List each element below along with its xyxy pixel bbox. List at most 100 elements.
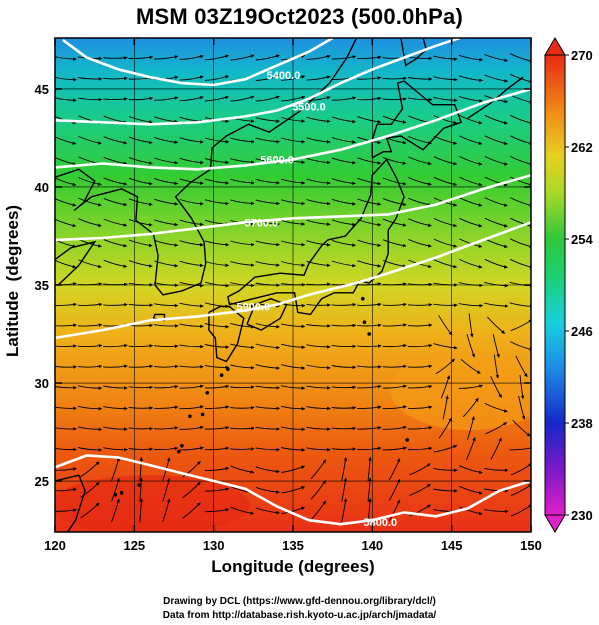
streamline-arrow bbox=[493, 354, 500, 379]
streamline-arrow bbox=[331, 239, 356, 247]
streamline-arrow bbox=[103, 197, 128, 207]
streamline-arrow bbox=[462, 397, 479, 418]
contour-label: 5400.0 bbox=[267, 70, 301, 82]
streamline-arrow bbox=[438, 315, 453, 336]
streamline-arrow bbox=[518, 395, 526, 420]
streamline-arrow bbox=[255, 95, 280, 102]
x-tick-label: 130 bbox=[203, 538, 225, 553]
streamline-arrow bbox=[440, 375, 451, 399]
coastline bbox=[55, 38, 358, 296]
height-contours: 5400.0 5500.0 5600.0 5700.0 5900.0 5800.0 bbox=[55, 38, 531, 529]
x-tick-label: 125 bbox=[123, 538, 145, 553]
streamline-arrow bbox=[484, 176, 508, 187]
streamline-arrow bbox=[407, 77, 433, 81]
streamline-arrow bbox=[55, 76, 77, 82]
streamline-arrow bbox=[310, 459, 327, 480]
streamline-arrow bbox=[204, 508, 230, 513]
streamline-arrow bbox=[128, 406, 154, 410]
streamline-arrow bbox=[306, 406, 331, 411]
streamline-arrow bbox=[331, 219, 356, 227]
streamline-arrow bbox=[230, 426, 255, 431]
streamline-arrow bbox=[154, 426, 179, 430]
streamline-arrow bbox=[255, 240, 280, 247]
island bbox=[367, 332, 372, 336]
streamline-arrow bbox=[519, 374, 525, 400]
island bbox=[113, 493, 118, 497]
streamline-arrow bbox=[103, 76, 128, 81]
streamline-arrow bbox=[55, 508, 77, 513]
streamline-arrow bbox=[407, 364, 433, 369]
streamline-arrow bbox=[204, 466, 230, 471]
streamline-arrow bbox=[438, 417, 452, 439]
y-axis-label: Latitude (degrees) bbox=[3, 204, 22, 357]
streamline-arrow bbox=[77, 364, 103, 369]
streamline-arrow bbox=[103, 426, 128, 432]
streamline-arrow bbox=[179, 405, 204, 410]
streamline-arrow bbox=[230, 465, 255, 474]
streamline-arrow bbox=[128, 218, 153, 227]
streamline-arrow bbox=[128, 364, 154, 369]
streamline-arrow bbox=[382, 76, 407, 81]
streamline-arrow bbox=[331, 55, 357, 60]
streamline-arrow bbox=[367, 456, 372, 482]
island bbox=[177, 449, 181, 454]
streamline-arrow bbox=[154, 198, 179, 206]
streamline-arrow bbox=[80, 481, 100, 498]
streamline-arrow bbox=[204, 199, 230, 206]
streamline-arrow bbox=[128, 136, 153, 145]
streamline-arrow bbox=[179, 75, 204, 81]
streamline-arrow bbox=[230, 506, 255, 515]
streamline-arrow bbox=[306, 157, 331, 165]
streamline-arrow bbox=[341, 498, 348, 523]
streamline-arrow bbox=[154, 178, 179, 186]
streamline-arrow bbox=[55, 447, 77, 452]
streamline-arrow bbox=[179, 96, 204, 102]
coastline bbox=[208, 305, 245, 363]
streamline-arrow bbox=[367, 477, 372, 502]
streamline-arrow bbox=[484, 217, 508, 228]
streamline-arrow bbox=[306, 240, 331, 247]
contour-label: 5900.0 bbox=[236, 302, 270, 314]
streamline-arrow bbox=[128, 55, 154, 60]
streamline-arrow bbox=[306, 54, 331, 60]
colorbar-tick-label: 230 bbox=[571, 508, 593, 523]
streamline-arrow bbox=[230, 261, 255, 267]
streamline-arrow bbox=[154, 364, 179, 369]
streamline-arrow bbox=[255, 385, 280, 390]
streamline-arrow bbox=[255, 486, 280, 494]
streamline-arrow bbox=[204, 426, 230, 430]
streamline-arrow bbox=[182, 460, 201, 478]
streamline-arrow bbox=[77, 97, 103, 102]
streamline-arrow bbox=[128, 260, 153, 268]
streamline-arrow bbox=[230, 158, 255, 165]
coastline bbox=[227, 159, 405, 316]
streamline-arrow bbox=[179, 157, 204, 165]
streamline-arrow bbox=[357, 96, 382, 101]
streamline-arrow bbox=[310, 500, 327, 521]
streamline-arrow bbox=[306, 96, 331, 102]
streamline-arrow bbox=[55, 386, 77, 390]
streamline-arrow bbox=[357, 55, 382, 60]
streamline-arrow bbox=[179, 446, 204, 451]
streamline-arrow bbox=[230, 406, 255, 410]
streamline-arrow bbox=[128, 447, 154, 451]
streamline-arrow bbox=[460, 358, 481, 374]
streamline-arrow bbox=[103, 97, 128, 101]
streamline-arrow bbox=[80, 502, 100, 519]
contour-line bbox=[55, 173, 531, 242]
colorbar-tick-label: 238 bbox=[571, 416, 593, 431]
streamline-arrow bbox=[204, 446, 230, 451]
streamline-arrow bbox=[128, 96, 154, 101]
streamline-arrow bbox=[230, 343, 255, 350]
streamline-arrow bbox=[204, 54, 229, 61]
streamline-arrow bbox=[310, 480, 327, 500]
streamline-arrow bbox=[55, 406, 77, 411]
streamline-arrow bbox=[306, 447, 331, 452]
streamline-arrow bbox=[433, 115, 458, 125]
streamline-arrow bbox=[459, 197, 483, 207]
streamline-arrow bbox=[255, 178, 280, 185]
streamline-arrow bbox=[204, 178, 230, 185]
streamline-arrow bbox=[515, 355, 528, 378]
streamline-arrow bbox=[484, 467, 509, 473]
streamline-arrow bbox=[55, 487, 77, 492]
